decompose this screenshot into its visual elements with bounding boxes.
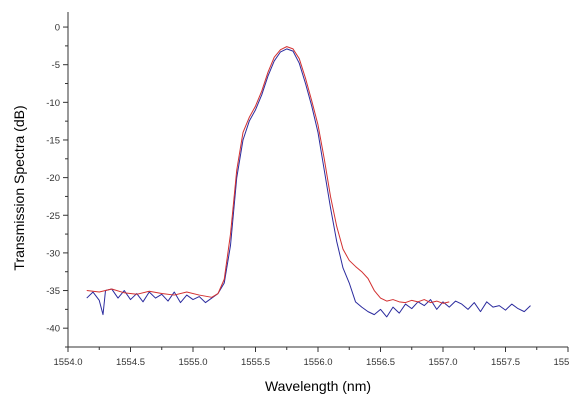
y-axis-title: Transmission Spectra (dB): [11, 105, 27, 270]
x-axis-ticks: 1554.0 1554.5 1555.0 1555.5 1556.0 1556.5 1557…: [53, 347, 569, 368]
y-tick-label: -15: [46, 135, 60, 146]
y-tick-label: -40: [46, 324, 60, 335]
y-tick-label: -10: [46, 98, 60, 109]
y-tick-label: -30: [46, 248, 60, 259]
x-tick-label: 1555.0: [178, 357, 207, 368]
x-tick-label: 1556.0: [303, 357, 332, 368]
series-layer: [86, 46, 531, 318]
axes: [67, 12, 568, 348]
x-tick-label: 1555.5: [241, 357, 270, 368]
y-tick-label: 0: [55, 23, 60, 34]
x-tick-label: 1557.0: [428, 357, 457, 368]
series-line-2: [86, 46, 450, 304]
y-tick-label: -5: [52, 60, 60, 71]
x-tick-label: 1557.5: [491, 357, 520, 368]
y-tick-label: -35: [46, 286, 60, 297]
x-tick-label: 1554.5: [116, 357, 145, 368]
x-tick-label: 1558.0: [553, 357, 569, 368]
series-line-1: [86, 48, 531, 318]
x-tick-label: 1556.5: [366, 357, 395, 368]
x-tick-label: 1554.0: [53, 357, 82, 368]
y-axis-ticks: 0 -5 -10 -15 -20 -25 -30 -35 -40: [46, 23, 68, 348]
x-axis-title: Wavelength (nm): [265, 378, 371, 394]
y-tick-label: -20: [46, 173, 60, 184]
y-tick-label: -25: [46, 211, 60, 222]
